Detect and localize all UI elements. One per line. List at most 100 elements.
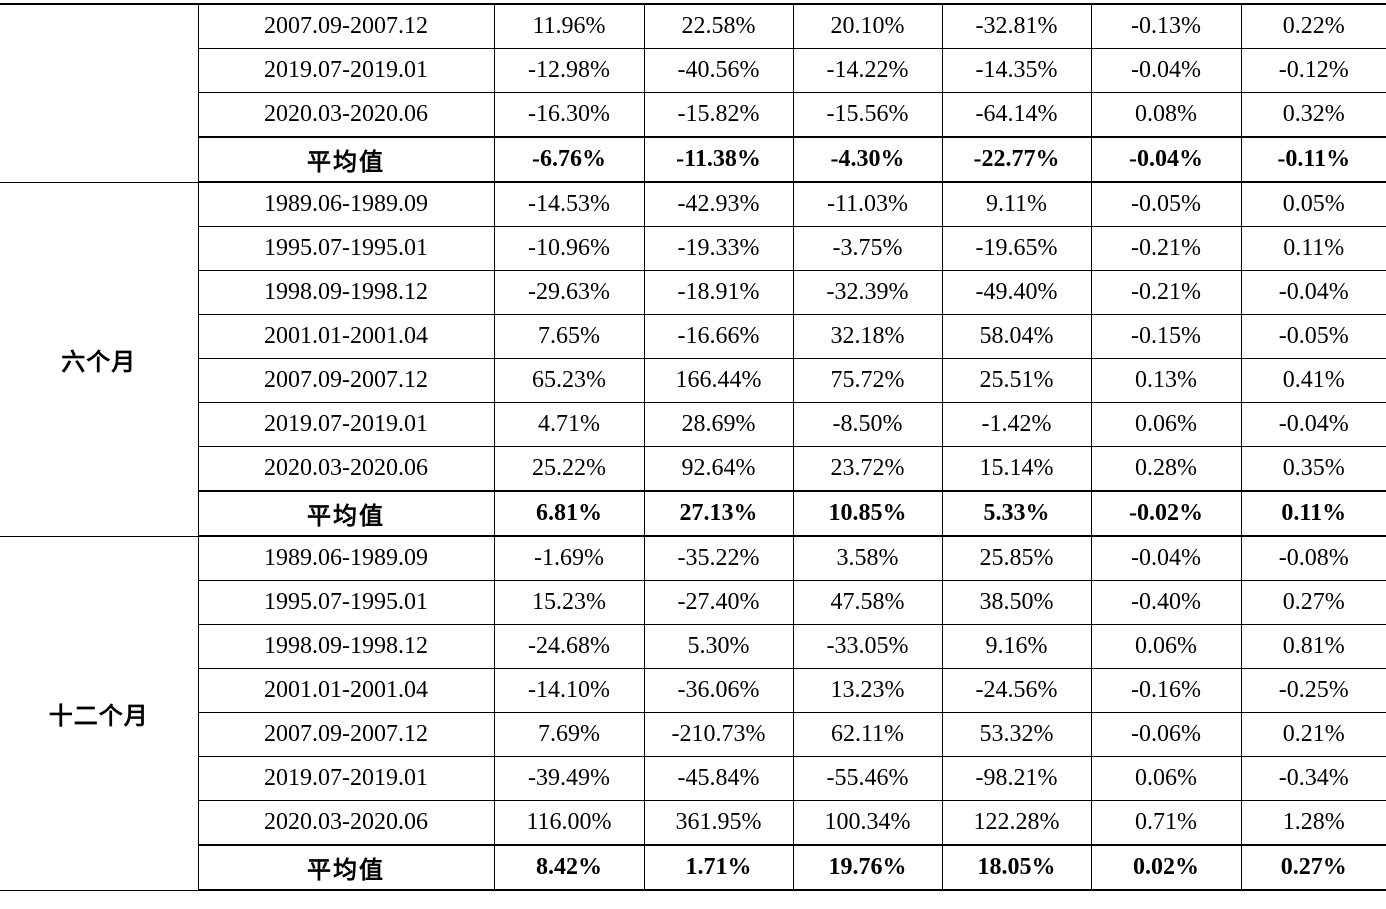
value-cell: -0.12% (1240, 48, 1386, 93)
period-cell: 2020.03-2020.06 (197, 446, 495, 492)
group-label (0, 3, 199, 183)
table-row: 2007.09-2007.12 65.23% 166.44% 75.72% 25.51%… (0, 358, 1386, 403)
value-cell: 15.14% (941, 446, 1092, 492)
average-value-cell: 1.71% (643, 844, 794, 891)
table-row: 六个月 1989.06-1989.09 -14.53% -42.93% -11.03% 9… (0, 181, 1386, 537)
value-cell: 3.58% (792, 535, 943, 581)
period-cell: 2019.07-2019.01 (197, 48, 495, 93)
value-cell: -3.75% (792, 226, 943, 271)
value-cell: 22.58% (643, 3, 794, 49)
value-cell: -0.40% (1090, 580, 1242, 625)
average-value-cell: 0.11% (1240, 490, 1386, 537)
value-cell: -24.68% (493, 624, 645, 669)
value-cell: 38.50% (941, 580, 1092, 625)
period-cell: 2019.07-2019.01 (197, 756, 495, 801)
value-cell: 0.22% (1240, 3, 1386, 49)
value-cell: -36.06% (643, 668, 794, 713)
group-label: 六个月 (0, 181, 199, 537)
value-cell: -15.56% (792, 92, 943, 138)
table-row: 1998.09-1998.12 -24.68% 5.30% -33.05% 9.16% 0… (0, 624, 1386, 669)
period-cell: 2019.07-2019.01 (197, 402, 495, 447)
value-cell: 116.00% (493, 800, 645, 846)
value-cell: -15.82% (643, 92, 794, 138)
table-row: 2020.03-2020.06 -16.30% -15.82% -15.56% -64.… (0, 92, 1386, 138)
average-value-cell: 0.02% (1090, 844, 1242, 891)
value-cell: -19.33% (643, 226, 794, 271)
average-label: 平均值 (197, 844, 495, 891)
value-cell: -98.21% (941, 756, 1092, 801)
value-cell: 7.65% (493, 314, 645, 359)
table-row: 1998.09-1998.12 -29.63% -18.91% -32.39% -49.… (0, 270, 1386, 315)
value-cell: 0.06% (1090, 624, 1242, 669)
value-cell: 9.11% (941, 181, 1092, 227)
value-cell: 0.27% (1240, 580, 1386, 625)
table-row: 2007.09-2007.12 11.96% 22.58% 20.10% -32.81%… (0, 3, 1386, 183)
value-cell: 0.06% (1090, 402, 1242, 447)
value-cell: -0.21% (1090, 270, 1242, 315)
period-cell: 2020.03-2020.06 (197, 800, 495, 846)
period-cell: 2020.03-2020.06 (197, 92, 495, 138)
value-cell: 92.64% (643, 446, 794, 492)
average-label: 平均值 (197, 136, 495, 183)
table-row: 2007.09-2007.12 7.69% -210.73% 62.11% 53.32%… (0, 712, 1386, 757)
value-cell: 0.35% (1240, 446, 1386, 492)
table-row: 2019.07-2019.01 -39.49% -45.84% -55.46% -98.… (0, 756, 1386, 801)
average-value-cell: -22.77% (941, 136, 1092, 183)
value-cell: 0.41% (1240, 358, 1386, 403)
average-value-cell: -0.04% (1090, 136, 1242, 183)
average-value-cell: -0.11% (1240, 136, 1386, 183)
value-cell: -0.05% (1240, 314, 1386, 359)
value-cell: -0.05% (1090, 181, 1242, 227)
value-cell: 23.72% (792, 446, 943, 492)
value-cell: 0.08% (1090, 92, 1242, 138)
value-cell: -16.66% (643, 314, 794, 359)
average-row: 平均值 -6.76% -11.38% -4.30% -22.77% -0.04% -0.11… (0, 136, 1386, 183)
average-value-cell: 10.85% (792, 490, 943, 537)
value-cell: 4.71% (493, 402, 645, 447)
table-row: 2019.07-2019.01 4.71% 28.69% -8.50% -1.42% 0.… (0, 402, 1386, 447)
value-cell: -0.16% (1090, 668, 1242, 713)
value-cell: 28.69% (643, 402, 794, 447)
value-cell: -27.40% (643, 580, 794, 625)
period-cell: 1995.07-1995.01 (197, 226, 495, 271)
value-cell: 7.69% (493, 712, 645, 757)
average-value-cell: 0.27% (1240, 844, 1386, 891)
value-cell: 25.22% (493, 446, 645, 492)
value-cell: -0.06% (1090, 712, 1242, 757)
period-cell: 2007.09-2007.12 (197, 3, 495, 49)
value-cell: -0.04% (1090, 535, 1242, 581)
average-value-cell: 19.76% (792, 844, 943, 891)
value-cell: 32.18% (792, 314, 943, 359)
value-cell: -49.40% (941, 270, 1092, 315)
value-cell: -39.49% (493, 756, 645, 801)
value-cell: 0.28% (1090, 446, 1242, 492)
average-label: 平均值 (197, 490, 495, 537)
value-cell: -55.46% (792, 756, 943, 801)
average-value-cell: -6.76% (493, 136, 645, 183)
value-cell: 47.58% (792, 580, 943, 625)
average-value-cell: -4.30% (792, 136, 943, 183)
value-cell: -14.22% (792, 48, 943, 93)
value-cell: 5.30% (643, 624, 794, 669)
value-cell: 75.72% (792, 358, 943, 403)
value-cell: -45.84% (643, 756, 794, 801)
table-row: 2019.07-2019.01 -12.98% -40.56% -14.22% -14.… (0, 48, 1386, 93)
table-body: 2007.09-2007.12 11.96% 22.58% 20.10% -32.81%… (0, 3, 1386, 891)
value-cell: -8.50% (792, 402, 943, 447)
value-cell: -33.05% (792, 624, 943, 669)
value-cell: 361.95% (643, 800, 794, 846)
value-cell: 0.13% (1090, 358, 1242, 403)
table-row: 2001.01-2001.04 7.65% -16.66% 32.18% 58.04% -… (0, 314, 1386, 359)
value-cell: -40.56% (643, 48, 794, 93)
table-row: 十二个月 1989.06-1989.09 -1.69% -35.22% 3.58% 25.… (0, 535, 1386, 891)
value-cell: 65.23% (493, 358, 645, 403)
value-cell: 53.32% (941, 712, 1092, 757)
period-cell: 2001.01-2001.04 (197, 314, 495, 359)
value-cell: -0.08% (1240, 535, 1386, 581)
value-cell: -16.30% (493, 92, 645, 138)
value-cell: -0.15% (1090, 314, 1242, 359)
table-row: 1995.07-1995.01 -10.96% -19.33% -3.75% -19.6… (0, 226, 1386, 271)
value-cell: -14.35% (941, 48, 1092, 93)
value-cell: -0.21% (1090, 226, 1242, 271)
period-cell: 1998.09-1998.12 (197, 624, 495, 669)
